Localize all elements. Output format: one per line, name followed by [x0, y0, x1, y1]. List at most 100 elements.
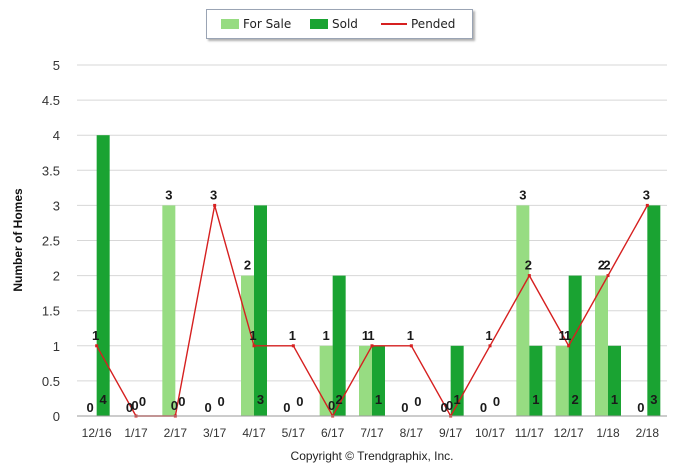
- data-label-sold: 0: [218, 394, 225, 409]
- pended-point: [370, 344, 374, 348]
- data-label-pended: 0: [446, 398, 453, 413]
- bar-for-sale: [162, 205, 176, 416]
- y-tick-label: 2.5: [42, 234, 60, 249]
- x-tick-label: 1/17: [124, 426, 148, 440]
- y-tick-label: 2: [53, 269, 60, 284]
- data-label-pended: 2: [603, 258, 610, 273]
- pended-point: [527, 274, 531, 278]
- sold-swatch: [310, 19, 328, 29]
- data-label-pended: 0: [328, 398, 335, 413]
- x-tick-label: 3/17: [203, 426, 227, 440]
- x-tick-label: 8/17: [400, 426, 424, 440]
- bar-sold: [96, 135, 110, 416]
- data-label-pended: 1: [92, 328, 99, 343]
- data-label-sold: 3: [257, 392, 264, 407]
- data-label-pended: 1: [407, 328, 414, 343]
- data-label-pended: 0: [171, 398, 178, 413]
- legend-item-for-sale: For Sale: [221, 17, 291, 31]
- y-tick-label: 0.5: [42, 374, 60, 389]
- pended-point: [488, 344, 492, 348]
- bar-sold: [254, 205, 267, 416]
- data-label-sold: 0: [493, 394, 500, 409]
- data-label-pended: 1: [564, 328, 571, 343]
- bars: [96, 135, 661, 416]
- data-label-for-sale: 0: [205, 400, 212, 415]
- x-tick-label: 10/17: [475, 426, 505, 440]
- bar-for-sale: [241, 275, 254, 416]
- data-label-sold: 0: [296, 394, 303, 409]
- pended-point: [213, 203, 217, 207]
- legend-item-pended: Pended: [381, 17, 455, 31]
- bar-sold: [647, 205, 661, 416]
- data-label-for-sale: 3: [165, 187, 172, 202]
- data-label-sold: 1: [532, 392, 539, 407]
- y-tick-label: 3: [53, 198, 60, 213]
- bar-sold: [608, 345, 621, 416]
- y-axis-title: Number of Homes: [11, 188, 25, 292]
- pended-point: [645, 203, 649, 207]
- x-tick-label: 4/17: [242, 426, 266, 440]
- data-label-sold: 0: [139, 394, 146, 409]
- data-label-for-sale: 0: [637, 400, 644, 415]
- y-tick-label: 5: [53, 58, 60, 73]
- legend-label-sold: Sold: [332, 17, 358, 31]
- x-tick-label: 12/16: [82, 426, 112, 440]
- data-label-pended: 1: [289, 328, 296, 343]
- data-label-sold: 2: [572, 392, 579, 407]
- copyright-text: Copyright © Trendgraphix, Inc.: [291, 449, 454, 463]
- y-tick-label: 1: [53, 339, 60, 354]
- data-label-for-sale: 1: [323, 328, 330, 343]
- pended-point: [606, 274, 610, 278]
- bar-sold: [332, 275, 346, 416]
- data-label-for-sale: 1: [559, 328, 566, 343]
- legend-label-for-sale: For Sale: [243, 17, 292, 31]
- x-tick-label: 11/17: [515, 426, 544, 440]
- data-label-sold: 1: [611, 392, 618, 407]
- data-label-for-sale: 0: [283, 400, 290, 415]
- legend-label-pended: Pended: [411, 17, 456, 31]
- data-label-pended: 2: [525, 258, 532, 273]
- data-label-pended: 1: [367, 328, 374, 343]
- data-label-for-sale: 3: [519, 187, 526, 202]
- data-label-for-sale: 0: [480, 400, 487, 415]
- data-label-pended: 3: [643, 187, 650, 202]
- y-tick-label: 3.5: [42, 163, 60, 178]
- data-label-for-sale: 1: [362, 328, 369, 343]
- data-label-pended: 1: [485, 328, 492, 343]
- data-label-for-sale: 0: [126, 400, 133, 415]
- data-label-sold: 0: [414, 394, 421, 409]
- data-label-for-sale: 0: [401, 400, 408, 415]
- pended-point: [567, 344, 571, 348]
- x-tick-label: 12/17: [554, 426, 584, 440]
- data-label-sold: 2: [336, 392, 343, 407]
- x-tick-label: 6/17: [321, 426, 345, 440]
- x-tick-label: 9/17: [439, 426, 463, 440]
- bar-for-sale: [516, 205, 530, 416]
- bar-for-sale: [595, 275, 608, 416]
- pended-point: [252, 344, 256, 348]
- bar-sold: [568, 275, 582, 416]
- data-label-for-sale: 2: [244, 258, 251, 273]
- bar-sold: [372, 345, 385, 416]
- data-label-for-sale: 0: [87, 400, 94, 415]
- y-tick-label: 4.5: [42, 93, 60, 108]
- data-label-sold: 4: [100, 392, 108, 407]
- y-tick-label: 1.5: [42, 304, 60, 319]
- bar-for-sale: [555, 345, 569, 416]
- pended-swatch: [381, 23, 407, 25]
- pended-point: [291, 344, 295, 348]
- y-tick-label: 4: [53, 128, 60, 143]
- legend: For Sale Sold Pended: [206, 9, 473, 39]
- x-tick-label: 7/17: [360, 426, 384, 440]
- x-axis-ticks: 12/16 1/17 2/17 3/17 4/17 5/17 6/17 7/17 8/17 9/1…: [82, 426, 660, 440]
- bar-sold: [529, 345, 543, 416]
- data-label-sold: 1: [375, 392, 382, 407]
- data-label-sold: 1: [454, 392, 461, 407]
- data-label-pended: 1: [249, 328, 256, 343]
- x-tick-label: 5/17: [282, 426, 306, 440]
- pended-point: [95, 344, 99, 348]
- y-tick-label: 0: [53, 409, 60, 424]
- data-label-pended: 0: [131, 398, 138, 413]
